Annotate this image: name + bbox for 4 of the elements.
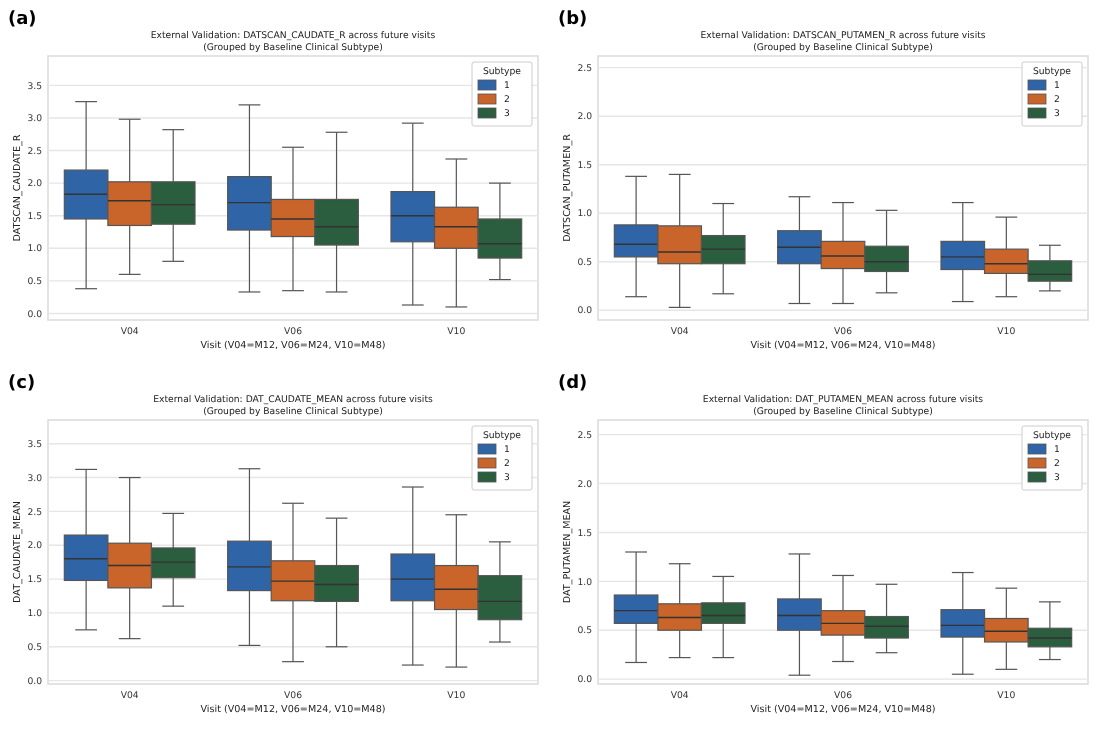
text: (a)	[8, 10, 37, 30]
text: (d)	[558, 374, 588, 394]
text: (c)	[8, 374, 36, 394]
text: (b)	[558, 10, 588, 30]
